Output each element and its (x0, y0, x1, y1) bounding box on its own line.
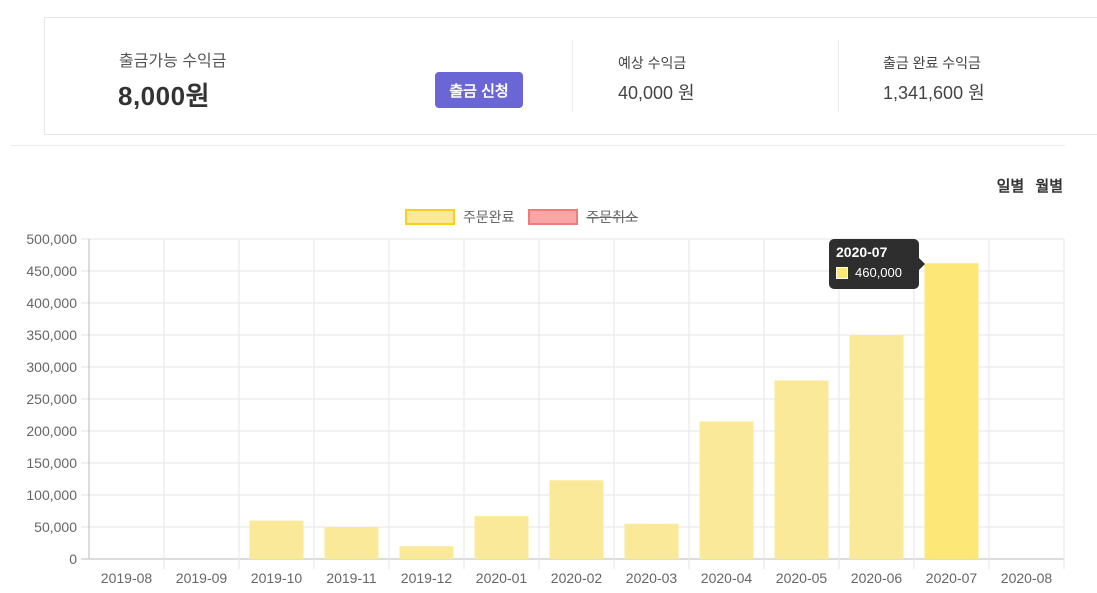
legend-swatch-cancelled (528, 209, 579, 225)
y-tick-label: 0 (69, 551, 77, 567)
expected-earnings-label: 예상 수익금 (618, 55, 687, 71)
period-toggle: 일별 월별 (990, 175, 1063, 196)
legend-label-cancelled: 주문취소 (586, 209, 638, 225)
y-tick-label: 400,000 (26, 295, 77, 311)
y-tick-label: 450,000 (26, 263, 77, 279)
bar-2020-02 (549, 480, 604, 559)
completed-withdrawal-value: 1,341,600 원 (883, 83, 985, 103)
available-earnings-value: 8,000원 (118, 81, 210, 111)
y-tick-label: 200,000 (26, 423, 77, 439)
x-tick-label: 2019-12 (401, 570, 453, 586)
y-tick-label: 250,000 (26, 391, 77, 407)
monthly-orders-bar-chart: 0 50,000 100,000 150,000 200,000 250,000 300,0… (26, 231, 1065, 586)
y-tick-label: 100,000 (26, 487, 77, 503)
chart-tooltip: 2020-07 460,000 (829, 239, 925, 289)
summary-divider (838, 40, 839, 112)
bar-2020-07 (924, 263, 979, 559)
legend-item-completed[interactable]: 주문완료 (405, 207, 515, 227)
x-tick-label: 2020-08 (1001, 570, 1053, 586)
monthly-toggle-button[interactable]: 월별 (1035, 178, 1063, 195)
completed-withdrawal-label: 출금 완료 수익금 (883, 55, 981, 71)
x-tick-label: 2020-06 (851, 570, 903, 586)
expected-earnings-value: 40,000 원 (618, 83, 695, 103)
y-tick-label: 300,000 (26, 359, 77, 375)
tooltip-swatch (836, 266, 848, 279)
x-tick-label: 2020-03 (626, 570, 678, 586)
earnings-summary-panel: 출금가능 수익금 8,000원 출금 신청 예상 수익금 40,000 원 출금… (44, 17, 1097, 135)
withdraw-request-button[interactable]: 출금 신청 (435, 72, 523, 108)
x-tick-label: 2019-10 (251, 570, 303, 586)
bar-2019-10 (249, 520, 304, 559)
summary-divider (572, 40, 573, 112)
bar-2020-03 (624, 523, 679, 559)
x-tick-label: 2020-02 (551, 570, 603, 586)
tooltip-value: 460,000 (855, 265, 902, 280)
x-tick-label: 2019-09 (176, 570, 228, 586)
chart-legend: 주문완료 주문취소 (405, 207, 648, 229)
x-tick-label: 2019-08 (101, 570, 153, 586)
section-divider (10, 145, 1065, 146)
legend-swatch-completed (405, 209, 455, 225)
x-tick-label: 2020-01 (476, 570, 528, 586)
x-tick-label: 2019-11 (326, 570, 377, 586)
bar-2019-12 (399, 546, 454, 559)
available-earnings-label: 출금가능 수익금 (119, 53, 227, 70)
bar-2019-11 (324, 527, 379, 559)
y-tick-label: 350,000 (26, 327, 77, 343)
bar-2020-05 (774, 380, 829, 559)
y-tick-label: 500,000 (26, 231, 77, 247)
bar-2020-06 (849, 335, 904, 559)
daily-toggle-button[interactable]: 일별 (996, 178, 1025, 195)
bar-2020-01 (474, 516, 529, 559)
y-tick-label: 50,000 (34, 519, 77, 535)
tooltip-row: 460,000 (836, 265, 912, 280)
bar-2020-04 (699, 421, 754, 559)
tooltip-title: 2020-07 (836, 244, 888, 260)
legend-item-cancelled[interactable]: 주문취소 (528, 207, 638, 227)
x-tick-label: 2020-04 (701, 570, 753, 586)
legend-label-completed: 주문완료 (463, 209, 515, 225)
y-tick-label: 150,000 (26, 455, 77, 471)
x-tick-label: 2020-07 (926, 570, 978, 586)
x-tick-label: 2020-05 (776, 570, 828, 586)
